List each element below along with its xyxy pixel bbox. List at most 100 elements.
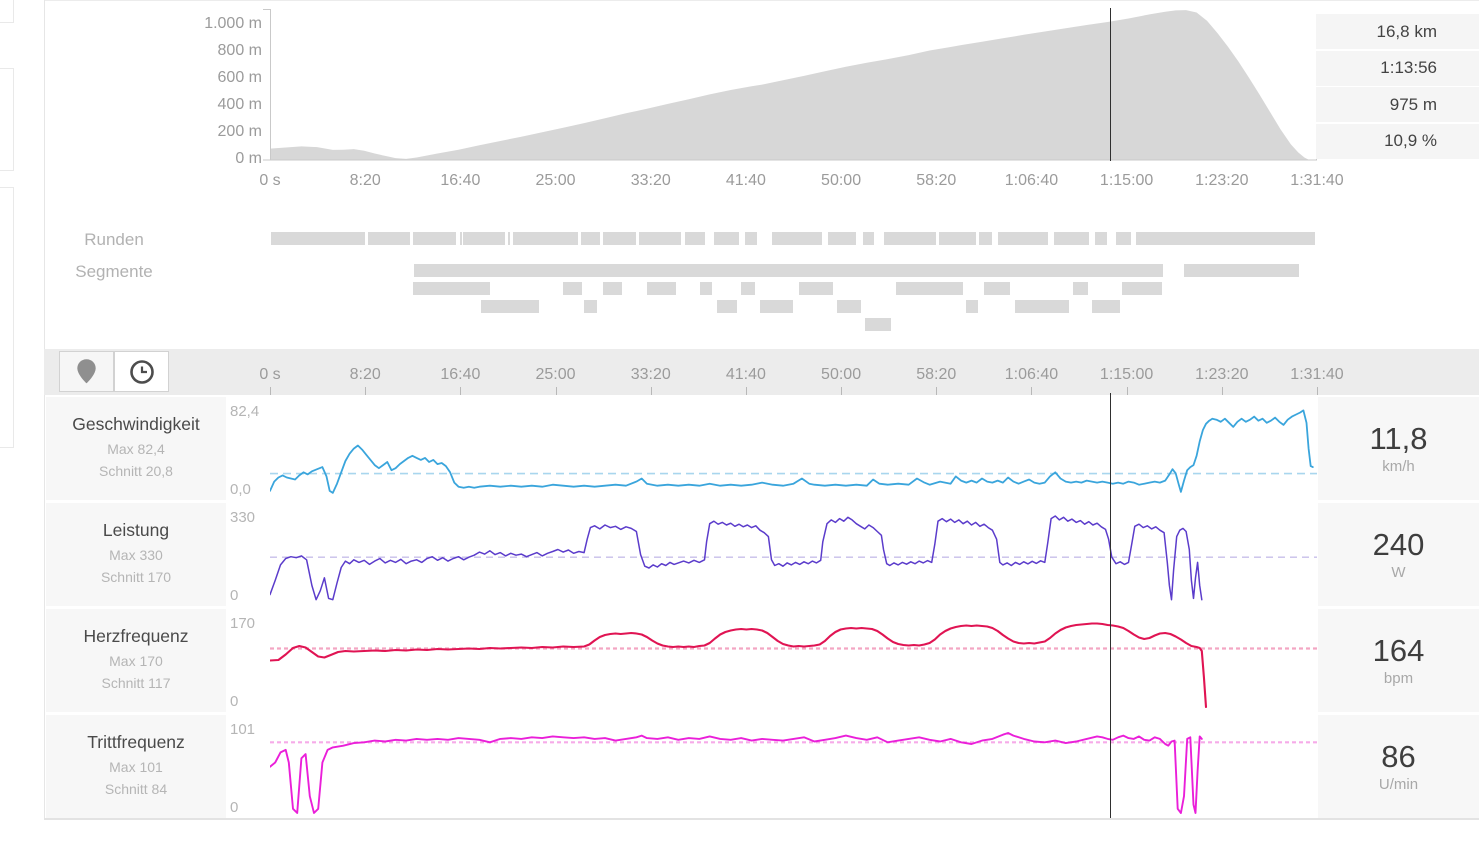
interval-bar[interactable] [864, 318, 891, 331]
interval-bar[interactable] [507, 232, 510, 245]
interval-bar[interactable] [368, 232, 411, 245]
elevation-chart[interactable] [262, 8, 1317, 161]
time-tick-label: 41:40 [725, 172, 766, 189]
time-tick-label: 33:20 [630, 366, 671, 383]
heartrate-chart[interactable] [270, 609, 1317, 712]
segment-bars-row[interactable] [270, 300, 1317, 313]
interval-bar[interactable] [414, 264, 1164, 277]
current-unit: W [1391, 563, 1406, 581]
interval-bar[interactable] [1122, 282, 1163, 295]
interval-bar[interactable] [1015, 300, 1069, 313]
metric-row-power: Leistung Max 330 Schnitt 170 330 0 240 W [44, 503, 1479, 606]
interval-bar[interactable] [837, 300, 861, 313]
metric-max-label: Max 170 [109, 653, 163, 670]
elevation-y-tick-label: 400 m [217, 96, 262, 113]
interval-bar[interactable] [713, 232, 740, 245]
metric-title: Leistung [102, 520, 170, 541]
interval-bar[interactable] [563, 282, 582, 295]
interval-bar[interactable] [481, 300, 540, 313]
interval-bar[interactable] [984, 282, 1011, 295]
heartrate-value-panel: 164 bpm [1318, 609, 1479, 712]
time-tick-label: 50:00 [821, 172, 862, 189]
stat-distance-value: 16,8 km [1376, 21, 1437, 41]
stat-elevation-value: 975 m [1389, 94, 1437, 114]
metric-row-heartrate: Herzfrequenz Max 170 Schnitt 117 170 0 1… [44, 609, 1479, 712]
cadence-chart[interactable] [270, 715, 1317, 818]
interval-bar[interactable] [1095, 232, 1107, 245]
interval-bar[interactable] [828, 232, 857, 245]
time-tick-label: 1:06:40 [1004, 172, 1059, 189]
interval-bar[interactable] [997, 232, 1048, 245]
interval-bar[interactable] [862, 232, 875, 245]
interval-bar[interactable] [646, 282, 677, 295]
interval-bar[interactable] [602, 232, 637, 245]
current-value: 164 [1372, 632, 1425, 668]
metric-title: Herzfrequenz [83, 626, 189, 647]
distance-mode-button[interactable] [59, 351, 114, 392]
interval-bar[interactable] [798, 282, 834, 295]
interval-bar[interactable] [1073, 282, 1088, 295]
interval-bar[interactable] [1184, 264, 1300, 277]
interval-bar[interactable] [602, 282, 622, 295]
power-value-panel: 240 W [1318, 503, 1479, 606]
time-mode-button[interactable] [114, 351, 169, 392]
interval-bar[interactable] [1135, 232, 1315, 245]
y-axis-min-label: 0 [230, 799, 239, 816]
interval-bar[interactable] [966, 300, 978, 313]
interval-bar[interactable] [759, 300, 794, 313]
interval-bar[interactable] [771, 232, 822, 245]
interval-bar[interactable] [741, 282, 755, 295]
power-chart[interactable] [270, 503, 1317, 606]
segment-bars-row[interactable] [270, 318, 1317, 331]
time-tick-mark [936, 387, 938, 395]
interval-bar[interactable] [580, 232, 600, 245]
laps-label: Runden [84, 230, 144, 249]
interval-bar[interactable] [1115, 232, 1131, 245]
time-tick-mark [1221, 387, 1223, 395]
y-axis-max-label: 170 [230, 615, 256, 632]
y-axis-min-label: 0 [230, 693, 239, 710]
panel-bottom-border [44, 818, 1479, 820]
time-tick-label: 33:20 [630, 172, 671, 189]
time-tick-label: 50:00 [821, 366, 862, 383]
interval-bar[interactable] [271, 232, 366, 245]
speed-line [270, 409, 1314, 494]
interval-bar[interactable] [978, 232, 993, 245]
time-tick-label: 16:40 [440, 172, 481, 189]
interval-bar[interactable] [459, 232, 462, 245]
segment-bars-row[interactable] [270, 282, 1317, 295]
speed-chart[interactable] [270, 397, 1317, 500]
time-tick-label: 1:31:40 [1290, 172, 1344, 189]
metric-max-label: Max 330 [109, 547, 163, 564]
interval-bar[interactable] [745, 232, 757, 245]
time-tick-label: 41:40 [725, 366, 766, 383]
interval-bar[interactable] [717, 300, 737, 313]
interval-bar[interactable] [883, 232, 936, 245]
time-tick-label: 58:20 [916, 172, 957, 189]
time-tick-label: 25:00 [535, 366, 576, 383]
interval-bar[interactable] [462, 232, 505, 245]
interval-bar[interactable] [512, 232, 578, 245]
interval-bar[interactable] [413, 232, 457, 245]
time-tick-label: 1:23:20 [1195, 172, 1249, 189]
metric-title: Geschwindigkeit [72, 414, 200, 435]
metrics-x-tickmarks [270, 387, 1318, 395]
elevation-y-tick-label: 0 m [235, 150, 262, 167]
clock-icon [129, 359, 154, 384]
interval-bar[interactable] [1054, 232, 1089, 245]
laps-bars[interactable] [270, 232, 1317, 245]
time-tick-label: 1:23:20 [1195, 366, 1249, 383]
interval-bar[interactable] [584, 300, 597, 313]
interval-bar[interactable] [413, 282, 490, 295]
time-tick-mark [460, 387, 462, 395]
interval-bar[interactable] [1091, 300, 1121, 313]
heartrate-line [270, 622, 1208, 709]
interval-bar[interactable] [896, 282, 964, 295]
interval-bar[interactable] [684, 232, 705, 245]
interval-bar[interactable] [939, 232, 976, 245]
y-axis-max-label: 101 [230, 721, 256, 738]
interval-bar[interactable] [700, 282, 712, 295]
interval-bar[interactable] [638, 232, 682, 245]
stat-grade-value: 10,9 % [1384, 131, 1437, 150]
segment-bars-row[interactable] [270, 264, 1317, 277]
